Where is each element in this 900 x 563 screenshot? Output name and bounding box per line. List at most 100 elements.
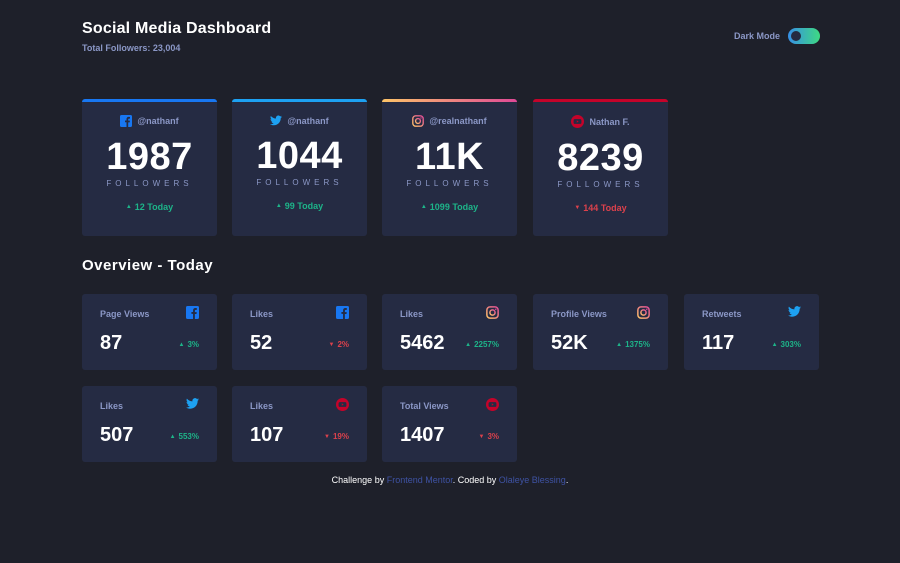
instagram-icon — [637, 306, 650, 319]
overview-label: Profile Views — [551, 309, 607, 319]
arrow-up-icon: ▲ — [125, 204, 132, 210]
arrow-up-icon: ▲ — [616, 341, 623, 348]
footer: Challenge by Frontend Mentor. Coded by O… — [0, 475, 900, 485]
overview-card[interactable]: Profile Views 52K ▲ 1375% — [533, 294, 668, 370]
arrow-down-icon: ▼ — [574, 205, 581, 211]
followers-label: FOLLOWERS — [106, 179, 193, 188]
overview-value: 107 — [250, 424, 284, 446]
overview-pct: 553% — [178, 432, 199, 441]
dark-mode-toggle[interactable]: Dark Mode — [734, 28, 821, 44]
youtube-icon — [486, 398, 499, 411]
follower-card-twitter[interactable]: @nathanf 1044 FOLLOWERS ▲ 99 Today — [232, 99, 367, 236]
follower-count: 11K — [414, 136, 485, 178]
overview-card[interactable]: Total Views 1407 ▼ 3% — [382, 386, 517, 462]
arrow-down-icon: ▼ — [328, 341, 335, 348]
follower-card-instagram[interactable]: @realnathanf 11K FOLLOWERS ▲ 1099 Today — [382, 99, 517, 236]
card-accent-bar — [382, 99, 517, 102]
overview-change: ▲ 303% — [772, 340, 801, 349]
overview-value: 87 — [100, 332, 123, 354]
followers-label: FOLLOWERS — [557, 180, 644, 189]
youtube-icon — [571, 115, 585, 128]
overview-label: Likes — [400, 309, 424, 319]
twitter-icon — [270, 115, 283, 126]
card-handle: Nathan F. — [589, 116, 630, 127]
overview-pct: 2% — [337, 340, 349, 349]
overview-change: ▲ 553% — [170, 432, 199, 441]
arrow-down-icon: ▼ — [478, 433, 485, 440]
footer-prefix: Challenge by — [331, 475, 387, 485]
footer-suffix: . — [565, 475, 569, 485]
overview-value: 1407 — [400, 424, 445, 446]
overview-card[interactable]: Likes 107 ▼ 19% — [232, 386, 367, 462]
follower-count: 8239 — [557, 137, 644, 179]
total-followers: Total Followers: 23,004 — [82, 43, 181, 53]
overview-card[interactable]: Page Views 87 ▲ 3% — [82, 294, 217, 370]
overview-title: Overview - Today — [82, 257, 214, 274]
overview-label: Total Views — [400, 401, 449, 411]
overview-card[interactable]: Likes 507 ▲ 553% — [82, 386, 217, 462]
overview-change: ▼ 2% — [328, 340, 349, 349]
twitter-icon — [186, 398, 199, 409]
overview-pct: 1375% — [625, 340, 650, 349]
overview-pct: 303% — [780, 340, 801, 349]
followers-label: FOLLOWERS — [256, 178, 343, 187]
overview-change: ▲ 1375% — [616, 340, 650, 349]
arrow-up-icon: ▲ — [275, 203, 282, 209]
today-value: 1099 Today — [429, 202, 479, 212]
overview-value: 117 — [702, 332, 735, 354]
overview-pct: 19% — [332, 432, 349, 441]
followers-label: FOLLOWERS — [406, 179, 493, 188]
overview-card[interactable]: Likes 5462 ▲ 2257% — [382, 294, 517, 370]
switch-knob — [791, 31, 802, 41]
facebook-icon — [336, 306, 349, 319]
card-handle: @nathanf — [137, 116, 179, 126]
overview-card[interactable]: Likes 52 ▼ 2% — [232, 294, 367, 370]
overview-pct: 3% — [187, 340, 199, 349]
card-handle: @realnathanf — [429, 116, 487, 126]
facebook-icon — [186, 306, 199, 319]
overview-label: Likes — [250, 401, 274, 411]
overview-value: 52 — [250, 332, 273, 354]
overview-label: Likes — [100, 401, 124, 411]
follower-card-youtube[interactable]: Nathan F. 8239 FOLLOWERS ▼ 144 Today — [533, 99, 668, 236]
card-accent-bar — [82, 99, 217, 102]
overview-label: Likes — [250, 309, 274, 319]
follower-card-facebook[interactable]: @nathanf 1987 FOLLOWERS ▲ 12 Today — [82, 99, 217, 236]
arrow-down-icon: ▼ — [324, 433, 330, 440]
overview-change: ▲ 2257% — [465, 340, 499, 349]
arrow-up-icon: ▲ — [420, 204, 427, 210]
footer-middle: . Coded by — [452, 475, 499, 485]
arrow-up-icon: ▲ — [465, 341, 472, 348]
overview-pct: 3% — [487, 432, 499, 441]
overview-label: Page Views — [100, 309, 150, 319]
arrow-up-icon: ▲ — [178, 341, 185, 348]
dark-mode-label: Dark Mode — [734, 31, 781, 41]
overview-label: Retweets — [702, 309, 742, 319]
overview-change: ▼ 19% — [324, 432, 349, 441]
arrow-up-icon: ▲ — [169, 433, 176, 440]
author-link[interactable]: Olaleye Blessing — [498, 475, 566, 485]
overview-change: ▼ 3% — [478, 432, 499, 441]
card-handle: @nathanf — [287, 115, 329, 126]
instagram-icon — [486, 306, 499, 319]
follower-count: 1987 — [106, 136, 193, 178]
today-change: ▲ 99 Today — [232, 201, 367, 211]
arrow-up-icon: ▲ — [771, 341, 778, 348]
today-value: 99 Today — [284, 201, 324, 211]
instagram-icon — [412, 115, 425, 127]
overview-value: 507 — [100, 424, 134, 446]
overview-card[interactable]: Retweets 117 ▲ 303% — [684, 294, 819, 370]
card-accent-bar — [533, 99, 668, 102]
dark-mode-switch[interactable] — [788, 28, 821, 44]
follower-count: 1044 — [256, 135, 343, 177]
overview-value: 5462 — [400, 332, 445, 354]
page-header: Social Media Dashboard Total Followers: … — [82, 20, 271, 53]
overview-pct: 2257% — [474, 340, 499, 349]
frontend-mentor-link[interactable]: Frontend Mentor — [386, 475, 453, 485]
today-value: 144 Today — [583, 203, 627, 213]
today-change: ▲ 12 Today — [82, 202, 217, 212]
youtube-icon — [336, 398, 349, 411]
today-change: ▲ 1099 Today — [382, 202, 517, 212]
today-value: 12 Today — [134, 202, 174, 212]
today-change: ▼ 144 Today — [533, 203, 668, 213]
